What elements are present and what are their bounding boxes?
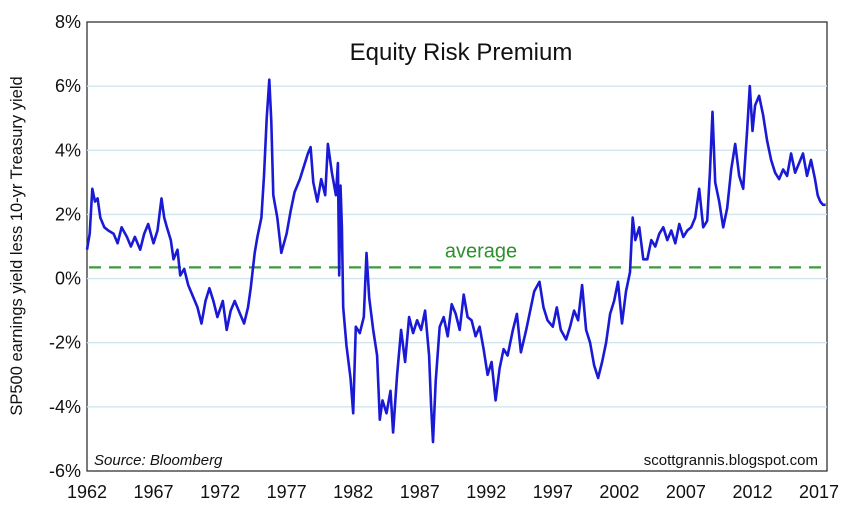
chart-title: Equity Risk Premium: [350, 39, 573, 66]
x-tick-label: 1972: [200, 482, 240, 502]
x-tick-label: 1962: [67, 482, 107, 502]
y-tick-label: -2%: [49, 333, 81, 353]
x-tick-label: 1977: [267, 482, 307, 502]
y-axis-label: SP500 earnings yield less 10-yr Treasury…: [8, 76, 26, 415]
x-tick-label: 2007: [666, 482, 706, 502]
x-tick-label: 1992: [466, 482, 506, 502]
y-tick-label: 4%: [55, 140, 81, 160]
x-tick-label: 1997: [533, 482, 573, 502]
source-label: Source: Bloomberg: [94, 452, 223, 469]
y-tick-label: -6%: [49, 461, 81, 481]
y-tick-label: 6%: [55, 76, 81, 96]
website-label: scottgrannis.blogspot.com: [644, 452, 818, 469]
plot-area: [86, 21, 828, 472]
x-tick-labels: 1962 1967 1972 1977 1982 1987 1992 1997 2002 2007…: [67, 482, 839, 502]
y-tick-label: 2%: [55, 204, 81, 224]
gridlines: [87, 85, 827, 408]
y-tick-labels: -6% -4% -2% 0% 2% 4% 6% 8%: [49, 12, 81, 481]
average-label: average: [445, 240, 517, 262]
x-tick-label: 1987: [400, 482, 440, 502]
y-tick-label: -4%: [49, 397, 81, 417]
series-line: [85, 78, 826, 444]
x-tick-label: 2012: [732, 482, 772, 502]
series-layer: [85, 78, 826, 444]
y-tick-label: 8%: [55, 12, 81, 32]
y-tick-label: 0%: [55, 269, 81, 289]
x-tick-label: 2017: [799, 482, 839, 502]
x-tick-label: 2002: [599, 482, 639, 502]
x-tick-label: 1982: [333, 482, 373, 502]
x-tick-label: 1967: [134, 482, 174, 502]
